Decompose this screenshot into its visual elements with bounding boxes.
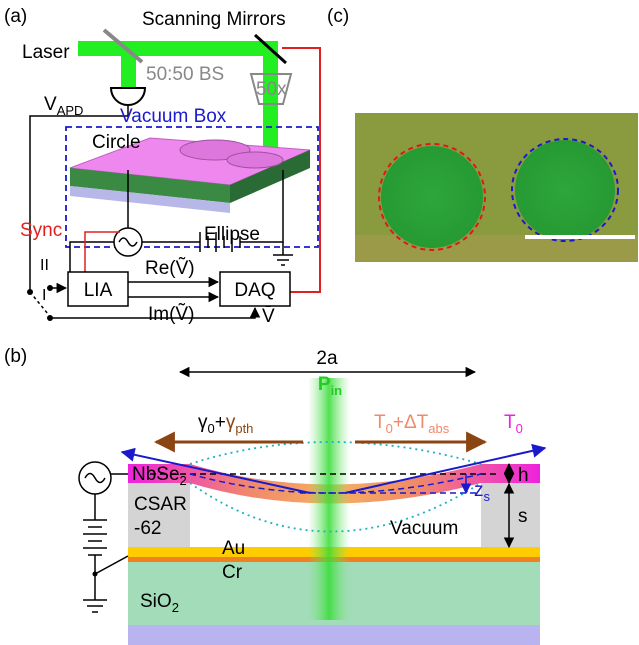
text: V: [44, 94, 57, 115]
panel-b: (b) 2a zs h s Pin γ0+γpth T0+ΔTabs T0 Nb…: [4, 346, 545, 645]
damping-label: γ0+γpth: [198, 412, 253, 436]
base-temperature-label: T0: [504, 412, 523, 436]
ellipse-drum: [515, 140, 615, 240]
panel-label: (a): [4, 6, 27, 27]
switch-node: [27, 289, 33, 295]
sync-label: Sync: [20, 220, 62, 241]
ellipse-drum: [227, 152, 283, 168]
mirrors-label: Scanning Mirrors: [142, 9, 286, 30]
text: SiO: [140, 591, 172, 612]
text: T: [374, 412, 386, 433]
subscript: 0: [516, 421, 523, 436]
text: T: [504, 412, 516, 433]
vacuum-box-label: Vacuum Box: [120, 106, 227, 127]
panel-label: (c): [327, 6, 349, 27]
subscript: s: [484, 489, 491, 504]
laser-label: Laser: [22, 42, 70, 63]
circle-label: Circle: [92, 132, 141, 153]
subscript: 2: [180, 473, 187, 488]
text: z: [474, 480, 484, 501]
bs-label: 50:50 BS: [146, 64, 224, 85]
panel-c: (c): [327, 6, 638, 262]
circuit-node: [93, 572, 98, 577]
gap-label: s: [518, 506, 528, 527]
switch-node: [47, 315, 53, 321]
subscript: 2: [172, 600, 179, 615]
objective-label: 50x: [256, 79, 287, 100]
membrane-label: NbSe2: [132, 464, 187, 488]
page: (a) Laser Scanning Mirrors 50:50 BS 50x …: [0, 0, 639, 645]
switch-label: II: [40, 257, 49, 274]
micrograph-shade: [355, 235, 638, 262]
thickness-label: h: [518, 465, 529, 486]
laser-beam: [78, 41, 278, 56]
text: γ: [198, 412, 208, 433]
text: NbSe: [132, 464, 180, 485]
text: +ΔT: [393, 412, 429, 433]
circle-drum: [381, 146, 483, 248]
subscript: 0: [386, 421, 393, 436]
text: +: [215, 412, 226, 433]
text: P: [318, 374, 331, 395]
lia-label: LIA: [84, 280, 113, 301]
circuit: [83, 474, 128, 613]
subscript: abs: [428, 421, 449, 436]
laser-beam: [308, 378, 350, 620]
temperature-label: T0+ΔTabs: [374, 412, 450, 436]
scale-bar: [525, 235, 635, 239]
gold-label: Au: [222, 538, 245, 559]
vbar-label: V̄: [262, 306, 275, 327]
im-label: Im(Ṽ): [148, 303, 194, 325]
re-label: Re(Ṽ): [145, 257, 195, 279]
width-label: 2a: [316, 348, 338, 369]
detector-voltage: VAPD: [44, 94, 83, 118]
panel-label: (b): [4, 346, 27, 367]
vacuum-label: Vacuum: [390, 518, 458, 539]
subscript: pth: [235, 421, 253, 436]
daq-label: DAQ: [234, 280, 275, 301]
chromium-label: Cr: [222, 562, 243, 583]
subscript: in: [331, 383, 343, 398]
detector: [111, 88, 145, 105]
substrate-base: [128, 625, 540, 645]
text: γ: [226, 412, 236, 433]
resist-label: -62: [134, 518, 161, 539]
switch-label: I: [42, 287, 46, 304]
subscript: 0: [208, 421, 215, 436]
switch-node: [47, 285, 53, 291]
figure: (a) Laser Scanning Mirrors 50:50 BS 50x …: [0, 0, 639, 645]
power-label: Pin: [318, 374, 342, 398]
resist-label: CSAR: [134, 494, 187, 515]
panel-a: (a) Laser Scanning Mirrors 50:50 BS 50x …: [4, 6, 320, 327]
